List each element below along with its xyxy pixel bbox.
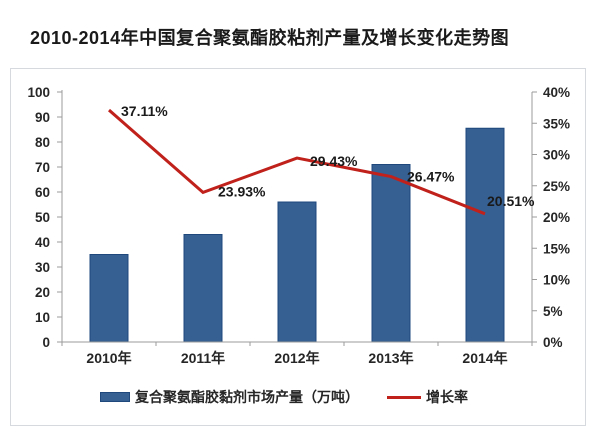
growth-rate-line [108,108,486,216]
x-axis-category-label: 2011年 [181,350,225,366]
chart-title: 2010-2014年中国复合聚氨酯胶粘剂产量及增长变化走势图 [30,28,510,48]
right-axis-tick-label: 15% [543,241,570,256]
bar-2012年 [277,201,317,343]
chart-legend: 复合聚氨酯胶黏剂市场产量（万吨） 增长率 [100,388,468,406]
legend-label-growth-rate: 增长率 [426,389,468,405]
left-axis-tick-label: 20 [35,285,50,300]
left-axis-tick-label: 30 [35,260,50,275]
left-axis-tick-label: 60 [35,185,50,200]
legend-item-production: 复合聚氨酯胶黏剂市场产量（万吨） [100,387,359,407]
bar-2014年 [465,127,505,343]
legend-label-production: 复合聚氨酯胶黏剂市场产量（万吨） [135,389,359,405]
growth-rate-data-label: 37.11% [121,103,168,119]
right-axis-tick-label: 35% [543,116,570,131]
bar-series-swatch-icon [100,392,130,402]
right-axis-tick-label: 25% [543,179,570,194]
growth-rate-data-label: 23.93% [218,183,266,199]
growth-rate-data-label: 26.47% [407,169,455,185]
left-axis-tick-label: 40 [35,235,50,250]
left-axis-tick-label: 10 [35,310,50,325]
left-axis-tick-label: 100 [27,85,50,100]
bar-2010年 [89,254,129,343]
left-axis-tick-label: 50 [35,210,50,225]
left-axis-tick-label: 0 [42,335,50,350]
legend-item-growth-rate: 增长率 [387,387,468,407]
right-axis-tick-label: 5% [543,304,563,319]
x-axis-category-label: 2013年 [368,350,413,366]
x-axis-category-label: 2010年 [86,350,131,366]
growth-rate-data-label: 20.51% [487,193,535,209]
right-axis-tick-label: 20% [543,210,570,225]
left-axis-tick-label: 70 [35,160,50,175]
right-axis-tick-label: 40% [543,85,570,100]
bar-2011年 [183,234,223,343]
right-axis-tick-label: 10% [543,273,570,288]
right-axis-tick-label: 30% [543,148,570,163]
bar-2013年 [371,164,411,343]
x-axis-category-label: 2014年 [462,350,507,366]
x-axis-category-label: 2012年 [274,350,319,366]
line-series-swatch-icon [387,395,421,399]
left-axis-tick-label: 80 [35,135,50,150]
left-axis-tick-label: 90 [35,110,50,125]
growth-rate-data-label: 29.43% [310,153,358,169]
right-axis-tick-label: 0% [543,335,563,350]
